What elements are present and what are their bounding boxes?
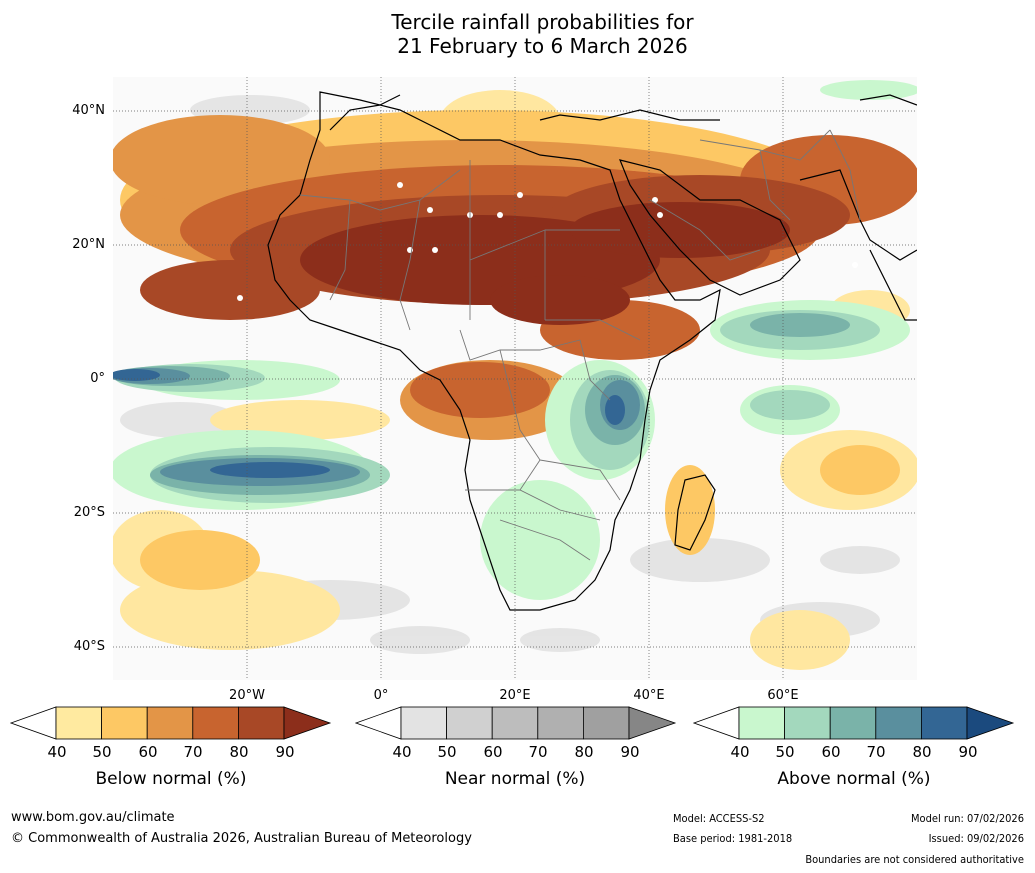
tick: 40 [730,743,750,761]
tick: 40 [392,743,412,761]
lat-label-40n: 40°N [72,103,105,118]
tick: 60 [821,743,841,761]
colorbar-swatch [101,706,148,740]
colorbar-arrow-high [283,706,332,740]
colorbar-swatch [738,706,785,740]
colorbar-swatch [400,706,447,740]
colorbar-swatch [537,706,584,740]
colorbar-below-label: Below normal (%) [95,769,247,789]
issued-date: Issued: 09/02/2026 [928,832,1024,845]
country-borders [299,129,861,561]
colorbar-arrow-low [693,706,740,740]
colorbar-swatch [192,706,239,740]
lon-label-40e: 40°E [633,688,665,703]
tick: 80 [574,743,594,761]
colorbar-near-label: Near normal (%) [444,769,586,789]
copyright-text: © Commonwealth of Australia 2026, Austra… [11,831,472,846]
base-period: Base period: 1981-2018 [673,832,793,845]
colorbar-swatch [237,706,285,740]
tick: 50 [775,743,795,761]
lat-label-40s: 40°S [73,639,105,654]
gridlines [113,77,917,680]
website-link[interactable]: www.bom.gov.au/climate [11,810,175,825]
colorbar-swatch [784,706,831,740]
colorbar-swatch [491,706,539,740]
colorbar-swatch [920,706,968,740]
model-name: Model: ACCESS-S2 [673,812,765,825]
colorbar-above-normal [693,705,1015,741]
tick: 70 [183,743,203,761]
colorbar-swatch [446,706,493,740]
colorbar-above-label: Above normal (%) [777,769,931,789]
tick: 90 [275,743,295,761]
lat-label-equator: 0° [90,371,105,386]
lon-label-0: 0° [373,688,389,703]
title-line-1: Tercile rainfall probabilities for [391,10,694,34]
colorbar-swatch [829,706,877,740]
lat-label-20n: 20°N [72,237,105,252]
colorbar-arrow-high [628,706,677,740]
lat-label-20s: 20°S [73,505,105,520]
lon-label-20e: 20°E [499,688,531,703]
colorbar-below-normal [10,705,332,741]
tick: 80 [229,743,249,761]
tick: 90 [958,743,978,761]
colorbar-arrow-low [355,706,402,740]
model-run-date: Model run: 07/02/2026 [911,812,1024,825]
title-line-2: 21 February to 6 March 2026 [397,34,688,58]
colorbar-swatch [875,706,922,740]
colorbar-swatch [55,706,102,740]
colorbar-arrow-high [966,706,1015,740]
tick: 50 [437,743,457,761]
tick: 70 [528,743,548,761]
tick: 80 [912,743,932,761]
tick: 60 [483,743,503,761]
colorbar-arrow-low [10,706,57,740]
tick: 60 [138,743,158,761]
tick: 90 [620,743,640,761]
colorbar-swatch [582,706,630,740]
colorbar-near-normal [355,705,677,741]
lon-label-60e: 60°E [767,688,799,703]
tick: 70 [866,743,886,761]
tick: 40 [47,743,67,761]
tick: 50 [92,743,112,761]
coastlines [267,91,917,611]
boundaries-disclaimer: Boundaries are not considered authoritat… [805,853,1024,866]
colorbar-swatch [146,706,194,740]
lon-label-20w: 20°W [229,688,265,703]
map-title: Tercile rainfall probabilities for 21 Fe… [0,10,1035,58]
